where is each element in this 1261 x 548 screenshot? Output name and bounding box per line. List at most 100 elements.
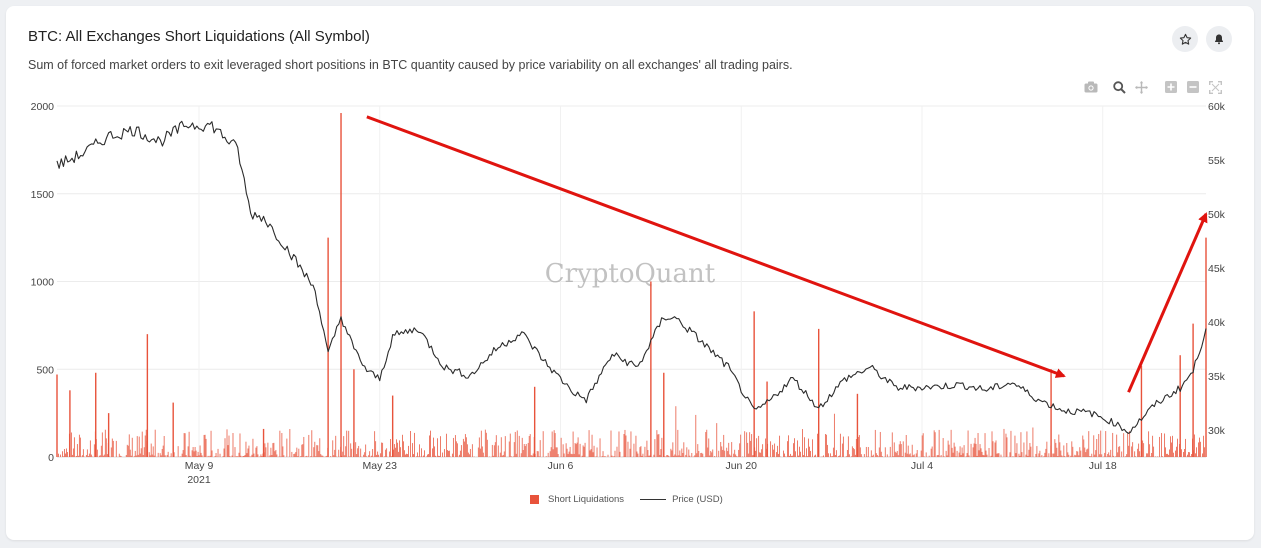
bar-noise: [910, 456, 912, 457]
x-tick-label: Jul 18: [1089, 460, 1117, 472]
favorite-button[interactable]: [1172, 26, 1198, 52]
bar-noise: [421, 448, 422, 457]
bar-noise: [162, 445, 164, 457]
bar-noise: [510, 456, 512, 457]
bar-noise: [130, 455, 132, 457]
bar-noise: [1137, 448, 1139, 457]
legend-swatch-line[interactable]: [640, 499, 667, 500]
legend-label-liquidations[interactable]: Short Liquidations: [548, 494, 625, 505]
bar-noise: [1025, 454, 1027, 457]
zoom-out-icon[interactable]: [1186, 80, 1200, 94]
bar-noise: [738, 449, 740, 457]
bar-noise: [1131, 446, 1133, 457]
bar-noise: [1118, 446, 1120, 457]
bar-noise: [707, 447, 709, 457]
camera-icon[interactable]: [1084, 80, 1098, 94]
bar-noise: [103, 454, 105, 457]
zoom-icon[interactable]: [1112, 80, 1126, 94]
bar-noise: [616, 446, 618, 457]
bar-noise: [653, 454, 655, 457]
bar: [172, 402, 174, 457]
bar-noise: [342, 451, 344, 457]
bar-noise: [777, 445, 779, 457]
bar-noise: [549, 451, 551, 457]
bar-noise: [105, 438, 107, 457]
bar-noise: [314, 441, 316, 457]
bar-noise: [1119, 446, 1121, 457]
bar-noise: [695, 414, 697, 457]
bar-noise: [253, 453, 255, 457]
bar-noise: [723, 434, 725, 457]
bar-noise: [227, 445, 229, 457]
bar-noise: [396, 439, 398, 457]
bar-noise: [182, 450, 184, 457]
bar-noise: [223, 448, 225, 457]
bar-noise: [1173, 452, 1174, 457]
bar-noise: [135, 455, 137, 457]
bar-noise: [229, 456, 231, 457]
bar-noise: [1115, 456, 1117, 457]
alert-button[interactable]: [1206, 26, 1232, 52]
bar-noise: [406, 453, 407, 457]
bar-noise: [144, 435, 146, 457]
bar-noise: [912, 455, 914, 457]
zoom-in-icon[interactable]: [1164, 80, 1178, 94]
bar-noise: [451, 453, 453, 457]
bar-noise: [619, 451, 621, 457]
bar-noise: [842, 436, 844, 457]
bar: [107, 413, 110, 458]
bar-noise: [763, 456, 765, 457]
bar-noise: [1019, 455, 1021, 457]
bar-noise: [961, 447, 963, 457]
bar-noise: [1054, 439, 1056, 457]
bar-noise: [884, 447, 886, 457]
bar-noise: [852, 448, 854, 457]
bar-noise: [1100, 430, 1102, 457]
bar-noise: [1155, 456, 1157, 457]
bar-noise: [744, 431, 746, 457]
bar-noise: [376, 454, 378, 457]
bar-noise: [1147, 453, 1149, 457]
bar-noise: [348, 430, 350, 457]
bar-noise: [484, 429, 486, 457]
bar-noise: [1044, 452, 1046, 457]
bar-noise: [891, 432, 893, 457]
bar-noise: [72, 448, 74, 457]
bar-noise: [430, 430, 431, 457]
bar: [663, 372, 665, 457]
bar-noise: [1191, 454, 1192, 457]
bar-noise: [930, 448, 932, 457]
bar-noise: [553, 430, 555, 457]
bar-noise: [1194, 434, 1195, 457]
bar-noise: [1020, 432, 1022, 457]
bar-noise: [73, 437, 75, 457]
autoscale-icon[interactable]: [1208, 80, 1222, 94]
bar-noise: [547, 452, 549, 457]
bar-noise: [317, 445, 319, 457]
bar-noise: [1121, 451, 1123, 457]
bar-noise: [138, 436, 140, 457]
bar: [146, 334, 149, 457]
bar-noise: [363, 454, 365, 457]
bar-noise: [1023, 442, 1025, 457]
bar-noise: [714, 456, 716, 457]
bar-noise: [824, 434, 826, 457]
bar-noise: [270, 447, 272, 457]
bar-noise: [974, 437, 976, 457]
bar-noise: [833, 413, 835, 457]
bar-noise: [1117, 452, 1119, 457]
bar-noise: [251, 454, 253, 457]
bar-noise: [275, 449, 277, 457]
legend-swatch-bars[interactable]: [530, 495, 539, 504]
right-tick-label: 30k: [1208, 425, 1226, 437]
bar-noise: [791, 455, 792, 457]
bar-noise: [234, 447, 236, 457]
pan-icon[interactable]: [1134, 80, 1148, 94]
bar-noise: [375, 441, 377, 457]
legend-label-price[interactable]: Price (USD): [672, 494, 723, 505]
bar-noise: [86, 449, 88, 457]
bar-noise: [906, 453, 908, 457]
bar-noise: [1048, 453, 1050, 457]
bar-noise: [90, 454, 92, 457]
bar-noise: [951, 447, 953, 457]
